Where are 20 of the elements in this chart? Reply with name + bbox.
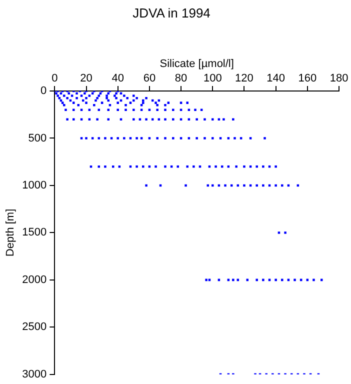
y-tick-label: 500 bbox=[28, 132, 47, 144]
x-axis-title: Silicate [µmol/l] bbox=[160, 58, 234, 70]
x-tick-label: 20 bbox=[80, 72, 92, 84]
y-tick-label: 3000 bbox=[22, 368, 47, 380]
x-tick-label: 100 bbox=[203, 72, 222, 84]
x-tick-label: 140 bbox=[266, 72, 285, 84]
x-tick-label: 80 bbox=[174, 72, 188, 84]
y-tick-label: 1000 bbox=[22, 180, 47, 192]
x-tick-label: 60 bbox=[143, 72, 156, 84]
x-tick-label: 40 bbox=[112, 72, 124, 84]
x-tick-label: 180 bbox=[330, 72, 348, 84]
x-tick-label: 0 bbox=[52, 72, 58, 84]
y-tick-label: 2000 bbox=[22, 274, 47, 286]
y-tick-label: 2500 bbox=[22, 321, 47, 334]
x-tick-label: 120 bbox=[235, 72, 254, 84]
y-tick-label: 1500 bbox=[22, 226, 47, 239]
x-tick-label: 160 bbox=[298, 72, 317, 84]
y-axis-title: Depth [m] bbox=[4, 208, 17, 257]
y-tick-label: 0 bbox=[40, 85, 47, 98]
chart-title: JDVA in 1994 bbox=[132, 5, 210, 20]
